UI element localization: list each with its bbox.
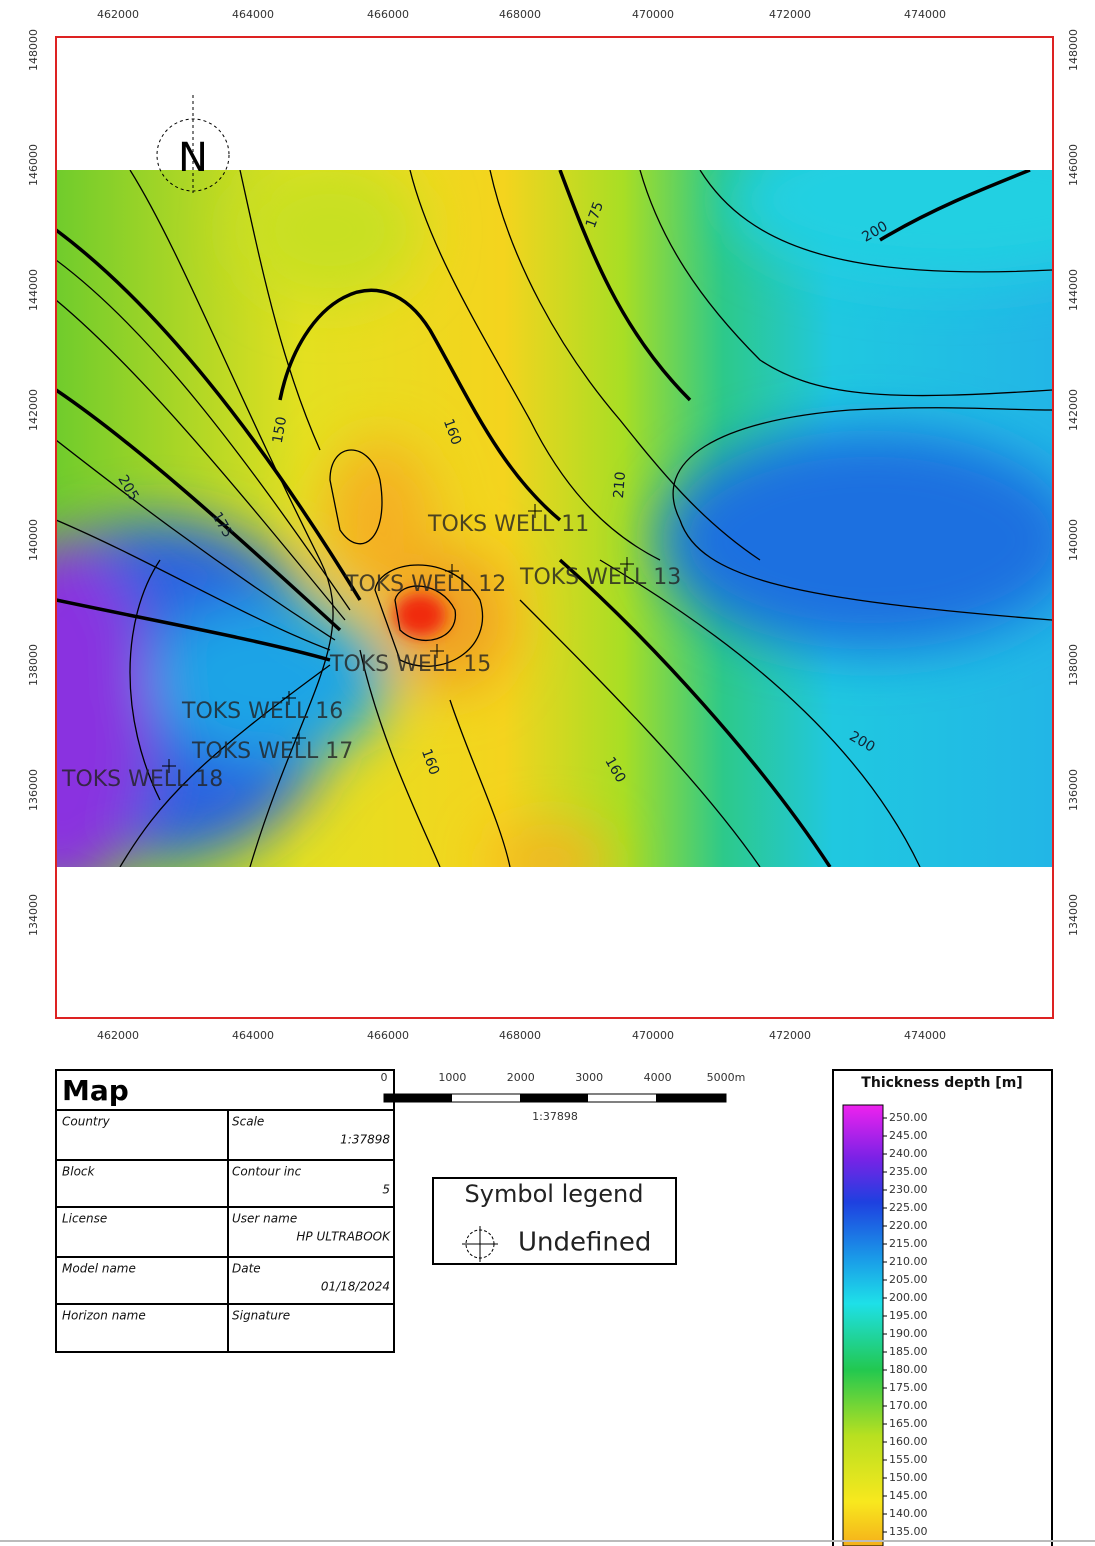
scale-tick-label: 4000 xyxy=(644,1071,672,1084)
y-tick-label: 144000 xyxy=(27,269,40,311)
north-label: N xyxy=(178,135,208,181)
color-legend-label: 195.00 xyxy=(889,1309,928,1322)
scale-tick-label: 2000 xyxy=(507,1071,535,1084)
color-legend-label: 230.00 xyxy=(889,1183,928,1196)
scale-ratio: 1:37898 xyxy=(532,1110,578,1123)
color-legend-label: 165.00 xyxy=(889,1417,928,1430)
color-legend-label: 150.00 xyxy=(889,1471,928,1484)
color-legend-label: 190.00 xyxy=(889,1327,928,1340)
color-legend-label: 225.00 xyxy=(889,1201,928,1214)
color-legend-label: 170.00 xyxy=(889,1399,928,1412)
x-tick-label: 462000 xyxy=(97,1029,139,1042)
y-tick-label: 138000 xyxy=(27,644,40,686)
x-tick-label: 468000 xyxy=(499,1029,541,1042)
well-label: TOKS WELL 16 xyxy=(181,699,343,724)
color-legend-label: 180.00 xyxy=(889,1363,928,1376)
color-legend-label: 160.00 xyxy=(889,1435,928,1448)
color-legend-label: 135.00 xyxy=(889,1525,928,1538)
title-block-label: Scale xyxy=(232,1115,264,1129)
well-label: TOKS WELL 12 xyxy=(344,572,506,597)
x-tick-label: 470000 xyxy=(632,1029,674,1042)
symbol-legend-item: Undefined xyxy=(518,1228,651,1258)
x-tick-label: 462000 xyxy=(97,8,139,21)
y-tick-label: 146000 xyxy=(1067,144,1080,186)
x-tick-label: 474000 xyxy=(904,1029,946,1042)
title-block-label: Horizon name xyxy=(62,1309,146,1323)
scale-tick-label: 0 xyxy=(381,1071,388,1084)
y-tick-label: 146000 xyxy=(27,144,40,186)
title-block-value: 1:37898 xyxy=(340,1133,390,1147)
scale-tick-label: 3000 xyxy=(575,1071,603,1084)
title-block-value: 01/18/2024 xyxy=(321,1280,390,1294)
color-legend-label: 205.00 xyxy=(889,1273,928,1286)
color-legend-label: 250.00 xyxy=(889,1111,928,1124)
color-legend-label: 175.00 xyxy=(889,1381,928,1394)
scale-tick-label: 5000m xyxy=(707,1071,746,1084)
color-legend-label: 240.00 xyxy=(889,1147,928,1160)
color-legend-label: 245.00 xyxy=(889,1129,928,1142)
x-tick-label: 466000 xyxy=(367,8,409,21)
color-legend-label: 200.00 xyxy=(889,1291,928,1304)
contour-label: 210 xyxy=(611,471,629,499)
color-legend-label: 145.00 xyxy=(889,1489,928,1502)
well-label: TOKS WELL 11 xyxy=(427,512,589,537)
x-tick-label: 472000 xyxy=(769,8,811,21)
color-legend-label: 155.00 xyxy=(889,1453,928,1466)
color-legend-label: 210.00 xyxy=(889,1255,928,1268)
x-tick-label: 464000 xyxy=(232,8,274,21)
title-block-value: 5 xyxy=(382,1183,390,1197)
color-bar xyxy=(843,1105,883,1546)
y-tick-label: 144000 xyxy=(1067,269,1080,311)
x-tick-label: 472000 xyxy=(769,1029,811,1042)
color-legend-label: 235.00 xyxy=(889,1165,928,1178)
title-block-label: Contour inc xyxy=(232,1165,302,1179)
title-block-value: HP ULTRABOOK xyxy=(296,1230,391,1244)
symbol-legend-title: Symbol legend xyxy=(465,1180,644,1208)
color-legend-label: 215.00 xyxy=(889,1237,928,1250)
color-legend-label: 140.00 xyxy=(889,1507,928,1520)
map-page: N 462000 464000 466000 468000 470000 472000 47… xyxy=(0,0,1095,1546)
x-tick-label: 464000 xyxy=(232,1029,274,1042)
y-tick-label: 148000 xyxy=(27,29,40,71)
title-block-label: License xyxy=(62,1212,107,1226)
x-tick-label: 474000 xyxy=(904,8,946,21)
y-tick-label: 140000 xyxy=(1067,519,1080,561)
well-label: TOKS WELL 18 xyxy=(61,767,223,792)
title-block-label: User name xyxy=(232,1212,297,1226)
scale-tick-label: 1000 xyxy=(438,1071,466,1084)
x-tick-label: 466000 xyxy=(367,1029,409,1042)
well-label: TOKS WELL 17 xyxy=(191,739,353,764)
title-block-label: Signature xyxy=(232,1309,290,1323)
title-block-title: Map xyxy=(62,1074,129,1107)
title-block-label: Model name xyxy=(62,1262,136,1276)
title-block-label: Block xyxy=(62,1165,96,1179)
well-label: TOKS WELL 13 xyxy=(519,565,681,590)
y-tick-label: 142000 xyxy=(27,389,40,431)
y-tick-label: 140000 xyxy=(27,519,40,561)
color-legend-label: 185.00 xyxy=(889,1345,928,1358)
title-block-label: Country xyxy=(62,1115,111,1129)
y-tick-label: 148000 xyxy=(1067,29,1080,71)
y-tick-label: 136000 xyxy=(27,769,40,811)
y-tick-label: 136000 xyxy=(1067,769,1080,811)
color-legend-title: Thickness depth [m] xyxy=(861,1075,1022,1091)
y-tick-label: 134000 xyxy=(1067,894,1080,936)
well-label: TOKS WELL 15 xyxy=(329,652,491,677)
x-tick-label: 470000 xyxy=(632,8,674,21)
scale-bar xyxy=(384,1094,726,1102)
y-tick-label: 138000 xyxy=(1067,644,1080,686)
x-tick-label: 468000 xyxy=(499,8,541,21)
color-legend-label: 220.00 xyxy=(889,1219,928,1232)
title-block-label: Date xyxy=(232,1262,261,1276)
symbol-icon xyxy=(462,1226,498,1262)
y-tick-label: 142000 xyxy=(1067,389,1080,431)
y-tick-label: 134000 xyxy=(27,894,40,936)
